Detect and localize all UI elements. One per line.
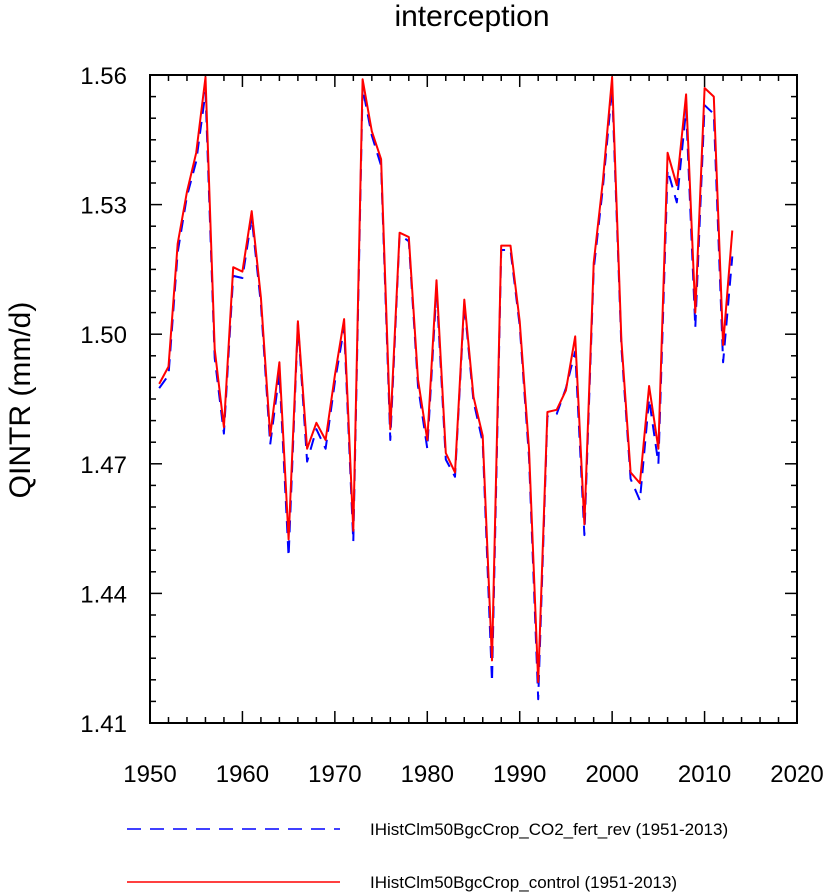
x-tick-label: 1960 <box>216 761 269 788</box>
y-tick-label: 1.47 <box>80 452 127 479</box>
series-line-1 <box>158 87 734 701</box>
y-tick-label: 1.44 <box>80 581 127 608</box>
x-tick-label: 1950 <box>123 761 176 788</box>
tick-labels: 1950 1960 1970 1980 1990 2000 2010 2020 1.41 1.44… <box>80 63 823 788</box>
x-tick-label: 1980 <box>401 761 454 788</box>
y-tick-label: 1.41 <box>80 711 127 738</box>
plot-frame <box>149 74 798 724</box>
x-tick-label: 2010 <box>678 761 731 788</box>
legend-label-1: IHistClm50BgcCrop_CO2_fert_rev (1951-201… <box>370 820 728 839</box>
series-layer <box>158 76 734 701</box>
y-tick-label: 1.53 <box>80 193 127 220</box>
x-tick-label: 2000 <box>585 761 638 788</box>
legend-label-2: IHistClm50BgcCrop_control (1951-2013) <box>370 873 677 892</box>
series-line-2 <box>158 76 734 683</box>
y-axis-label: QINTR (mm/d) <box>4 302 37 499</box>
x-tick-label: 1970 <box>308 761 361 788</box>
y-tick-label: 1.56 <box>80 63 127 90</box>
x-tick-label: 2020 <box>770 761 823 788</box>
legend: IHistClm50BgcCrop_CO2_fert_rev (1951-201… <box>127 820 728 892</box>
x-tick-label: 1990 <box>493 761 546 788</box>
y-tick-label: 1.50 <box>80 322 127 349</box>
chart-title: interception <box>394 0 549 33</box>
